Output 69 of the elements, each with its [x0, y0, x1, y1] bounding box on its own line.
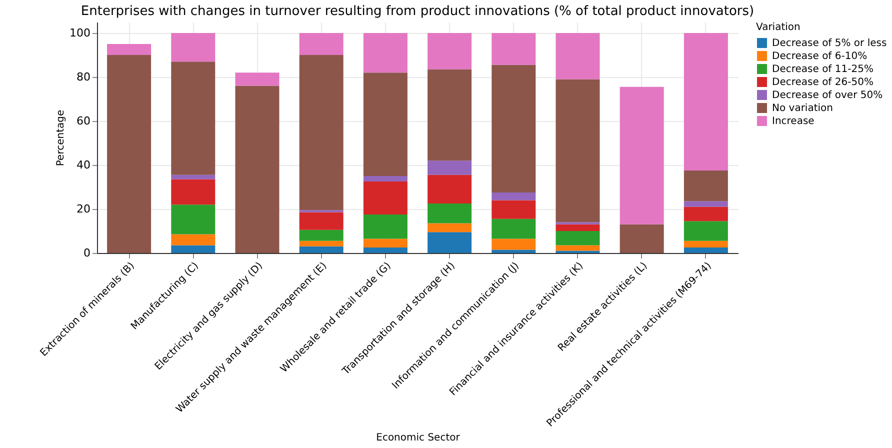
bar — [684, 170, 728, 202]
bar — [171, 234, 216, 246]
bar — [235, 72, 280, 86]
bar — [299, 230, 344, 241]
y-tick-label: 80 — [76, 70, 90, 84]
bar — [363, 33, 408, 73]
legend-title: Variation — [756, 22, 800, 33]
bar — [107, 55, 152, 253]
bar — [684, 201, 728, 207]
legend-label: Decrease of 5% or less — [772, 38, 887, 49]
bar — [363, 182, 408, 214]
legend-label: No variation — [772, 103, 833, 114]
bar — [492, 64, 536, 192]
bar — [299, 55, 344, 210]
bar — [299, 212, 344, 230]
bar — [428, 160, 472, 175]
bar — [299, 246, 344, 253]
bar — [363, 214, 408, 239]
bar — [171, 204, 216, 234]
bar — [363, 176, 408, 182]
bar — [171, 245, 216, 253]
bar — [428, 69, 472, 161]
bar — [171, 33, 216, 62]
y-axis-title: Percentage — [56, 110, 67, 166]
bar — [299, 240, 344, 246]
legend-label: Increase — [772, 116, 814, 127]
legend-label: Decrease of over 50% — [772, 90, 883, 101]
y-tick-label: 60 — [76, 114, 90, 128]
bar — [235, 86, 280, 253]
bar — [492, 238, 536, 250]
legend-label: Decrease of 26-50% — [772, 77, 874, 88]
bar — [684, 221, 728, 241]
bar — [492, 200, 536, 219]
bar — [107, 44, 152, 55]
bar — [684, 240, 728, 248]
bar — [428, 33, 472, 70]
bar — [556, 33, 600, 80]
bar — [363, 72, 408, 176]
bar — [492, 250, 536, 253]
bar — [492, 192, 536, 200]
bar — [363, 248, 408, 253]
bar — [492, 33, 536, 65]
y-tick-label: 100 — [70, 26, 90, 40]
bar — [428, 174, 472, 204]
chart-title: Enterprises with changes in turnover resulting from product innovations (% of total product innovators) — [80, 4, 754, 19]
bar — [299, 33, 344, 55]
legend-label: Decrease of 11-25% — [772, 64, 874, 75]
bar — [620, 224, 664, 253]
bar — [556, 224, 600, 231]
bar — [684, 206, 728, 222]
bar — [684, 248, 728, 253]
bar — [556, 79, 600, 222]
bar — [171, 62, 216, 175]
bar — [556, 245, 600, 251]
bar — [171, 174, 216, 180]
y-tick-label: 40 — [76, 158, 90, 172]
x-axis-title: Economic Sector — [376, 432, 461, 444]
bar — [428, 232, 472, 253]
bar — [428, 204, 472, 224]
bar — [428, 223, 472, 232]
y-tick-label: 20 — [76, 202, 90, 216]
bar — [171, 179, 216, 205]
y-tick-label: 0 — [84, 246, 90, 260]
bar — [492, 218, 536, 239]
bar — [363, 238, 408, 248]
bar — [620, 86, 664, 224]
bar — [684, 33, 728, 170]
legend-label: Decrease of 6-10% — [772, 51, 868, 62]
bar — [556, 231, 600, 246]
